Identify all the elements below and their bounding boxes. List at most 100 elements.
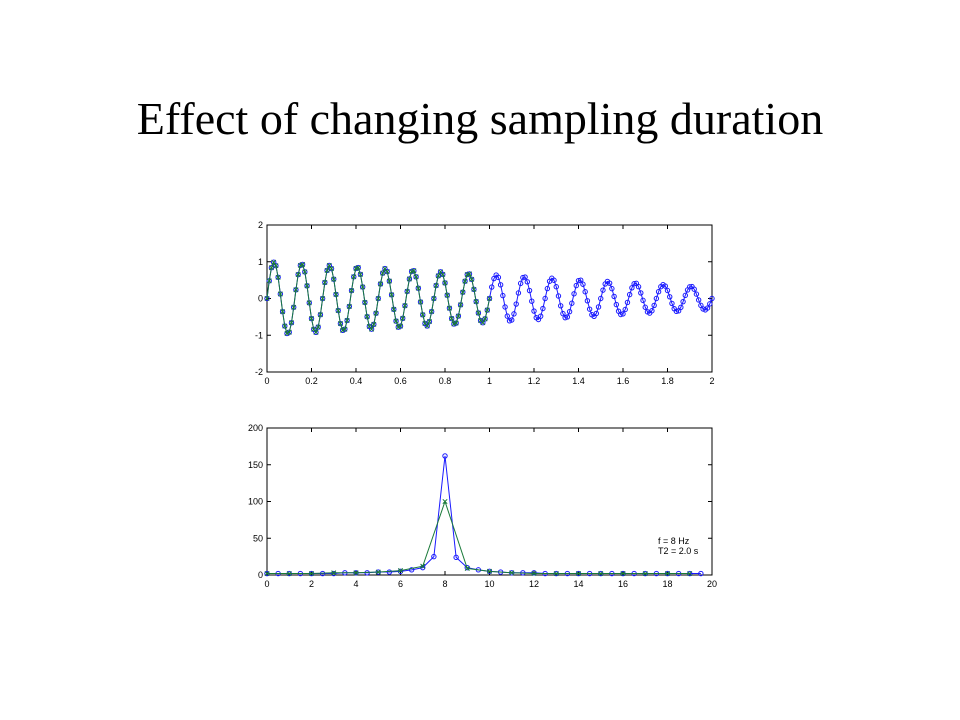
time-series-point bbox=[682, 292, 688, 299]
time-series-point bbox=[515, 290, 522, 296]
time-series-point bbox=[640, 297, 646, 304]
time-series-point bbox=[440, 271, 446, 278]
time-series-point bbox=[420, 312, 426, 318]
time-series-point bbox=[308, 316, 315, 322]
time-series-point bbox=[369, 326, 375, 332]
freq-series-point bbox=[375, 569, 381, 575]
time-series-point bbox=[613, 301, 620, 308]
time-series-point bbox=[537, 313, 544, 319]
freq-series-point bbox=[664, 570, 671, 577]
freq-series-point bbox=[397, 568, 404, 574]
time-series-point bbox=[458, 302, 464, 308]
time-y-tick-label: -2 bbox=[255, 367, 263, 377]
time-x-tick-label: 0.4 bbox=[350, 376, 363, 386]
time-series-point bbox=[540, 305, 546, 312]
time-series-point bbox=[429, 309, 435, 315]
time-series-point bbox=[595, 304, 602, 310]
time-series-point bbox=[509, 317, 515, 323]
time-series-point bbox=[446, 305, 453, 311]
time-x-tick-label: 1 bbox=[487, 376, 492, 386]
freq-series-point bbox=[464, 565, 470, 571]
time-y-tick-label: 1 bbox=[258, 257, 263, 267]
freq-annotation: f = 8 Hz bbox=[658, 536, 690, 546]
time-series-point bbox=[469, 276, 475, 282]
time-series-point bbox=[649, 308, 655, 314]
freq-series-point bbox=[331, 570, 337, 576]
time-y-tick-label: 2 bbox=[258, 220, 263, 230]
time-series-point bbox=[555, 293, 562, 299]
freq-series-point bbox=[420, 563, 426, 569]
time-series-point bbox=[484, 307, 490, 313]
freq-y-tick-label: 200 bbox=[248, 423, 263, 433]
time-series-point bbox=[502, 304, 508, 310]
freq-x-tick-label: 14 bbox=[573, 579, 583, 589]
time-series-point bbox=[620, 311, 626, 317]
time-series-point bbox=[611, 293, 617, 300]
time-series-point bbox=[600, 287, 606, 293]
time-series-point bbox=[551, 277, 557, 283]
time-series-point bbox=[695, 297, 702, 303]
time-series-point bbox=[504, 313, 510, 319]
time-series-point bbox=[295, 272, 301, 278]
time-series-point bbox=[578, 277, 584, 283]
freq-series-point bbox=[453, 554, 459, 561]
time-series-point bbox=[526, 287, 533, 294]
time-series-point bbox=[475, 310, 481, 316]
time-series-point bbox=[264, 295, 270, 302]
time-series-point bbox=[404, 288, 410, 294]
time-y-tick-label: -1 bbox=[255, 330, 263, 340]
time-series-point bbox=[333, 291, 339, 297]
time-series-point bbox=[635, 284, 642, 290]
time-series-point bbox=[678, 304, 684, 310]
time-series-point bbox=[566, 308, 573, 315]
time-series-point bbox=[444, 292, 450, 298]
freq-x-tick-label: 20 bbox=[707, 579, 717, 589]
time-series-point bbox=[364, 314, 370, 320]
time-series-point bbox=[280, 309, 286, 315]
time-series-point bbox=[664, 287, 671, 294]
time-series-point bbox=[266, 278, 272, 284]
time-series-point bbox=[673, 308, 680, 315]
time-series-point bbox=[328, 266, 335, 272]
time-series-point bbox=[466, 271, 473, 277]
time-series-point bbox=[495, 274, 502, 281]
time-series-point bbox=[433, 282, 439, 289]
time-series-point bbox=[569, 300, 575, 306]
freq-series-point bbox=[575, 570, 582, 577]
time-series-point bbox=[524, 279, 531, 285]
time-series-point bbox=[642, 304, 648, 310]
time-series-point bbox=[371, 321, 377, 327]
time-series-point bbox=[344, 317, 350, 324]
time-series-point bbox=[558, 303, 564, 309]
time-series-point bbox=[618, 311, 624, 318]
time-x-tick-label: 0.2 bbox=[305, 376, 318, 386]
freq-y-tick-label: 100 bbox=[248, 497, 263, 507]
freq-series-point bbox=[687, 570, 693, 577]
time-series-point bbox=[286, 329, 292, 335]
time-series-point bbox=[435, 273, 441, 279]
freq-x-tick-label: 12 bbox=[529, 579, 539, 589]
time-series-point bbox=[482, 316, 488, 322]
time-series-point bbox=[415, 285, 421, 291]
time-series-point bbox=[655, 289, 662, 295]
time-series-point bbox=[393, 318, 399, 324]
time-series-point bbox=[337, 320, 343, 327]
time-series-point bbox=[315, 324, 321, 330]
freq-series-point bbox=[353, 570, 359, 576]
freq-series-point bbox=[308, 570, 315, 577]
time-series-point bbox=[560, 310, 566, 317]
time-series-point bbox=[320, 295, 326, 302]
time-series-point bbox=[471, 286, 477, 292]
time-series-point bbox=[322, 279, 328, 285]
time-series-point bbox=[442, 280, 448, 286]
time-series-point bbox=[304, 283, 310, 289]
freq-series-point bbox=[442, 498, 448, 505]
freq-series-point bbox=[598, 570, 604, 577]
time-series-point bbox=[544, 285, 551, 292]
time-x-tick-label: 1.2 bbox=[528, 376, 541, 386]
time-series-point bbox=[313, 329, 319, 336]
time-series-point bbox=[306, 300, 312, 306]
time-series-point bbox=[500, 292, 506, 299]
time-series-point bbox=[348, 288, 355, 294]
freq-series-point bbox=[642, 570, 648, 577]
